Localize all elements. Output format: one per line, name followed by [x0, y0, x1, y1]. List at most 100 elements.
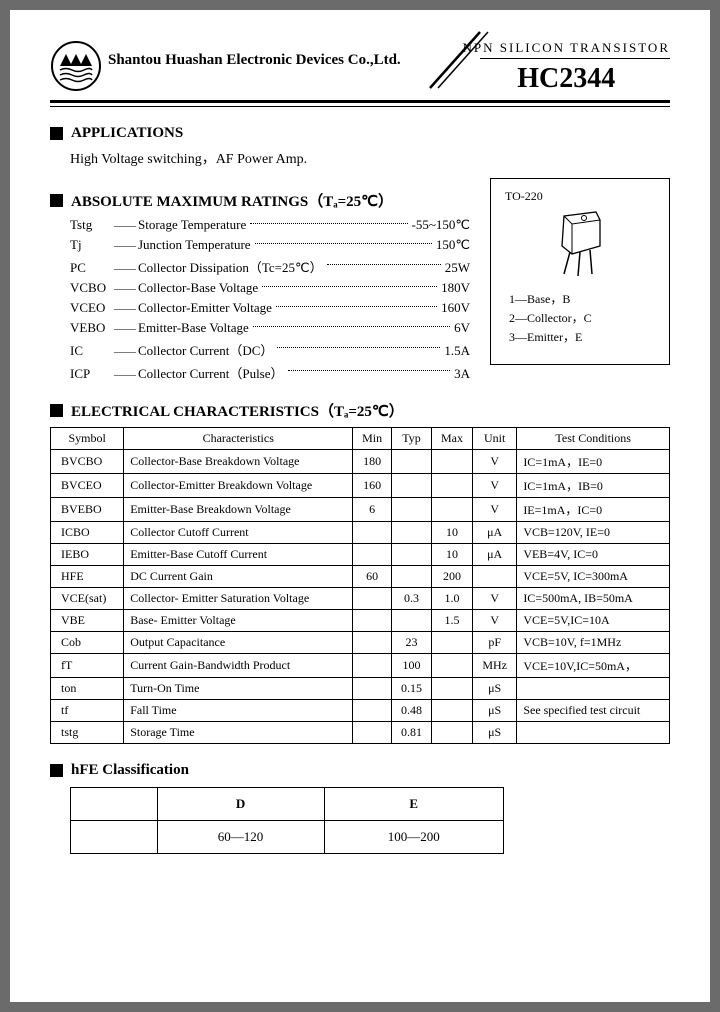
title-box: NPN SILICON TRANSISTOR HC2344	[463, 40, 671, 95]
table-cell	[353, 722, 392, 744]
dot-leader	[255, 243, 432, 244]
dot-leader	[327, 264, 441, 265]
amr-row: VCBO——Collector-Base Voltage 180V	[70, 280, 470, 296]
table-cell: 0.81	[392, 722, 432, 744]
table-cell: BVCEO	[51, 474, 124, 498]
table-cell: Collector-Emitter Breakdown Voltage	[124, 474, 353, 498]
table-cell	[431, 632, 472, 654]
table-cell	[71, 788, 158, 821]
table-cell: E	[324, 788, 503, 821]
amr-value: 180V	[441, 280, 470, 296]
amr-and-package-row: ABSOLUTE MAXIMUM RATINGS（Tₐ=25℃） Tstg——S…	[50, 178, 670, 386]
dash-icon: ——	[114, 263, 136, 275]
table-cell: Output Capacitance	[124, 632, 353, 654]
applications-heading: APPLICATIONS	[71, 125, 183, 142]
table-cell: VCE=5V, IC=300mA	[517, 566, 670, 588]
table-cell: 1.5	[431, 610, 472, 632]
amr-value: 25W	[445, 260, 470, 276]
amr-symbol: ICP	[70, 366, 114, 382]
table-header-cell: Min	[353, 428, 392, 450]
amr-symbol: VCBO	[70, 280, 114, 296]
amr-desc: Collector-Base Voltage	[138, 280, 258, 296]
pin-list: 1—Base，B 2—Collector，C 3—Emitter，E	[509, 290, 655, 348]
part-number: HC2344	[463, 63, 671, 95]
amr-symbol: PC	[70, 260, 114, 276]
amr-value: 3A	[454, 366, 470, 382]
table-header-cell: Typ	[392, 428, 432, 450]
dash-icon: ——	[114, 369, 136, 381]
header: Shantou Huashan Electronic Devices Co.,L…	[50, 40, 670, 92]
table-cell: μA	[473, 544, 517, 566]
bullet-square-icon	[50, 764, 63, 777]
amr-desc: Collector Current（DC）	[138, 340, 273, 359]
table-cell: V	[473, 588, 517, 610]
dot-leader	[250, 223, 407, 224]
table-header-cell: Max	[431, 428, 472, 450]
table-cell	[392, 610, 432, 632]
dash-icon: ——	[114, 323, 136, 335]
applications-text: High Voltage switching，AF Power Amp.	[70, 148, 670, 168]
table-cell	[517, 722, 670, 744]
amr-value: -55~150℃	[412, 217, 470, 233]
table-cell	[353, 544, 392, 566]
table-row: 60—120 100—200	[71, 821, 504, 854]
table-cell: IEBO	[51, 544, 124, 566]
table-cell: Fall Time	[124, 700, 353, 722]
table-cell: fT	[51, 654, 124, 678]
amr-symbol: Tstg	[70, 217, 114, 233]
hfe-classification-table: D E 60—120 100—200	[70, 787, 504, 854]
table-row: tstgStorage Time0.81μS	[51, 722, 670, 744]
section-title-applications: APPLICATIONS	[50, 125, 670, 142]
table-cell: 10	[431, 544, 472, 566]
table-header-cell: Symbol	[51, 428, 124, 450]
amr-row: VEBO——Emitter-Base Voltage6V	[70, 320, 470, 336]
table-cell	[71, 821, 158, 854]
section-title-ec: ELECTRICAL CHARACTERISTICS（Tₐ=25℃）	[50, 400, 670, 421]
table-cell: VCE(sat)	[51, 588, 124, 610]
table-cell: tf	[51, 700, 124, 722]
amr-value: 1.5A	[444, 343, 470, 359]
section-title-hfe: hFE Classification	[50, 762, 670, 779]
amr-row: IC——Collector Current（DC）1.5A	[70, 340, 470, 359]
table-cell	[353, 632, 392, 654]
header-double-rule	[50, 100, 670, 107]
table-cell	[392, 544, 432, 566]
table-cell: 160	[353, 474, 392, 498]
dash-icon: ——	[114, 283, 136, 295]
table-cell: 0.3	[392, 588, 432, 610]
pin-row: 3—Emitter，E	[509, 328, 655, 347]
table-cell: VCB=10V, f=1MHz	[517, 632, 670, 654]
table-cell	[353, 610, 392, 632]
dot-leader	[277, 347, 440, 348]
table-row: VBEBase- Emitter Voltage1.5VVCE=5V,IC=10…	[51, 610, 670, 632]
table-cell: tstg	[51, 722, 124, 744]
table-cell: 0.15	[392, 678, 432, 700]
dash-icon: ——	[114, 346, 136, 358]
table-cell: Emitter-Base Cutoff Current	[124, 544, 353, 566]
table-row: D E	[71, 788, 504, 821]
table-cell: Cob	[51, 632, 124, 654]
table-row: ICBOCollector Cutoff Current10μAVCB=120V…	[51, 522, 670, 544]
table-cell: Emitter-Base Breakdown Voltage	[124, 498, 353, 522]
table-cell	[392, 566, 432, 588]
transistor-type: NPN SILICON TRANSISTOR	[463, 40, 671, 56]
table-cell: ton	[51, 678, 124, 700]
table-cell: IC=1mA，IB=0	[517, 474, 670, 498]
table-cell: μS	[473, 678, 517, 700]
amr-value: 150℃	[436, 237, 470, 253]
bullet-square-icon	[50, 404, 63, 417]
table-cell: Collector-Base Breakdown Voltage	[124, 450, 353, 474]
table-header-cell: Characteristics	[124, 428, 353, 450]
table-cell	[353, 678, 392, 700]
table-header-cell: Test Conditions	[517, 428, 670, 450]
dot-leader	[288, 370, 451, 371]
table-cell	[517, 678, 670, 700]
table-cell	[431, 678, 472, 700]
company-name: Shantou Huashan Electronic Devices Co.,L…	[108, 52, 401, 69]
bullet-square-icon	[50, 194, 63, 207]
table-row: BVEBOEmitter-Base Breakdown Voltage6VIE=…	[51, 498, 670, 522]
table-cell: 6	[353, 498, 392, 522]
table-cell: HFE	[51, 566, 124, 588]
table-cell	[431, 700, 472, 722]
table-cell: V	[473, 474, 517, 498]
